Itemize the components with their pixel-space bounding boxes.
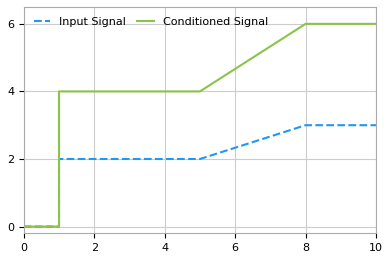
- Conditioned Signal: [374, 22, 378, 25]
- Input Signal: [198, 158, 202, 161]
- Line: Input Signal: Input Signal: [24, 125, 376, 226]
- Conditioned Signal: [303, 22, 308, 25]
- Input Signal: [57, 158, 61, 161]
- Conditioned Signal: [57, 90, 61, 93]
- Conditioned Signal: [198, 90, 202, 93]
- Input Signal: [57, 225, 61, 228]
- Legend: Input Signal, Conditioned Signal: Input Signal, Conditioned Signal: [29, 12, 273, 31]
- Input Signal: [374, 124, 378, 127]
- Conditioned Signal: [57, 225, 61, 228]
- Input Signal: [303, 124, 308, 127]
- Conditioned Signal: [21, 225, 26, 228]
- Input Signal: [21, 225, 26, 228]
- Line: Conditioned Signal: Conditioned Signal: [24, 24, 376, 226]
